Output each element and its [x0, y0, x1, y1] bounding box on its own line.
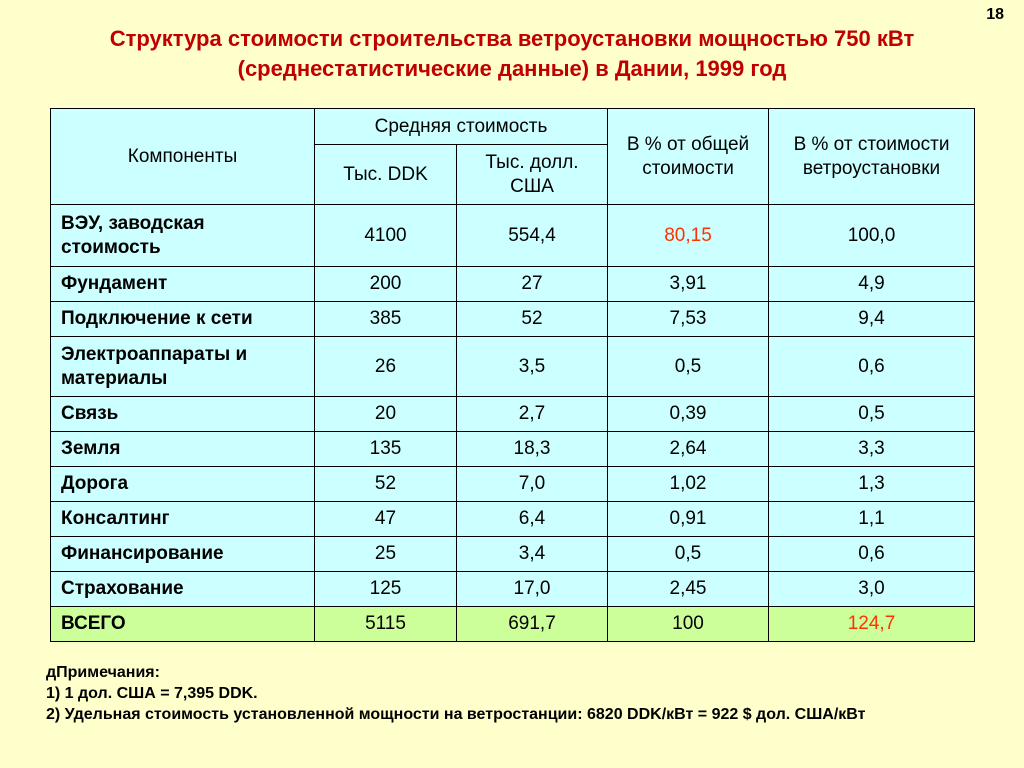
row-pct-turbine: 100,0: [768, 204, 975, 267]
row-pct-total: 1,02: [607, 466, 769, 502]
row-pct-total: 0,5: [607, 536, 769, 572]
row-pct-turbine: 3,0: [768, 571, 975, 607]
row-pct-turbine: 1,1: [768, 501, 975, 537]
row-ddk: 26: [314, 336, 457, 397]
total-row: ВСЕГО 5115 691,7 100 124,7: [50, 606, 975, 642]
row-usd: 2,7: [456, 396, 608, 432]
row-pct-turbine: 3,3: [768, 431, 975, 467]
row-pct-total: 0,5: [607, 336, 769, 397]
total-name: ВСЕГО: [50, 606, 315, 642]
row-pct-turbine: 4,9: [768, 266, 975, 302]
header-avg-cost: Средняя стоимость: [314, 108, 608, 145]
table-row: ВЭУ, заводская стоимость 4100 554,4 80,1…: [50, 204, 975, 267]
row-ddk: 25: [314, 536, 457, 572]
total-pct-turbine: 124,7: [768, 606, 975, 642]
row-pct-total: 0,39: [607, 396, 769, 432]
row-name: ВЭУ, заводская стоимость: [50, 204, 315, 267]
row-pct-turbine: 9,4: [768, 301, 975, 337]
header-pct-turbine: В % от стоимости ветроустановки: [768, 108, 975, 205]
total-ddk: 5115: [314, 606, 457, 642]
note-1: 1) 1 дол. США = 7,395 DDK.: [46, 685, 258, 702]
row-pct-total: 0,91: [607, 501, 769, 537]
row-pct-turbine: 1,3: [768, 466, 975, 502]
row-name: Земля: [50, 431, 315, 467]
row-pct-total: 3,91: [607, 266, 769, 302]
note-2: 2) Удельная стоимость установленной мощн…: [46, 706, 866, 723]
row-name: Электроаппараты и материалы: [50, 336, 315, 397]
table-row: Страхование 125 17,0 2,45 3,0: [50, 571, 975, 607]
row-pct-total: 80,15: [607, 204, 769, 267]
row-ddk: 47: [314, 501, 457, 537]
table-row: Фундамент 200 27 3,91 4,9: [50, 266, 975, 302]
total-usd: 691,7: [456, 606, 608, 642]
row-name: Дорога: [50, 466, 315, 502]
row-pct-turbine: 0,6: [768, 336, 975, 397]
row-usd: 554,4: [456, 204, 608, 267]
row-usd: 52: [456, 301, 608, 337]
row-ddk: 52: [314, 466, 457, 502]
table-row: Земля 135 18,3 2,64 3,3: [50, 431, 975, 467]
table-row: Консалтинг 47 6,4 0,91 1,1: [50, 501, 975, 537]
row-name: Связь: [50, 396, 315, 432]
row-usd: 3,5: [456, 336, 608, 397]
row-usd: 3,4: [456, 536, 608, 572]
row-pct-turbine: 0,5: [768, 396, 975, 432]
header-pct-total: В % от общей стоимости: [607, 108, 769, 205]
row-name: Страхование: [50, 571, 315, 607]
table-row: Связь 20 2,7 0,39 0,5: [50, 396, 975, 432]
header-components: Компоненты: [50, 108, 315, 205]
row-ddk: 200: [314, 266, 457, 302]
slide-title-line-2: (среднестатистические данные) в Дании, 1…: [237, 56, 787, 81]
row-pct-turbine: 0,6: [768, 536, 975, 572]
total-pct-total: 100: [607, 606, 769, 642]
row-name: Финансирование: [50, 536, 315, 572]
row-usd: 18,3: [456, 431, 608, 467]
row-name: Фундамент: [50, 266, 315, 302]
header-ddk: Тыс. DDK: [314, 144, 457, 205]
table-row: Финансирование 25 3,4 0,5 0,6: [50, 536, 975, 572]
row-name: Подключение к сети: [50, 301, 315, 337]
row-ddk: 4100: [314, 204, 457, 267]
slide-title: Структура стоимости строительства ветроу…: [0, 24, 1024, 84]
row-ddk: 125: [314, 571, 457, 607]
notes-heading: дПримечания:: [46, 664, 160, 681]
slide-title-line-1: Структура стоимости строительства ветроу…: [109, 26, 915, 51]
row-pct-total: 2,45: [607, 571, 769, 607]
header-usd: Тыс. долл. США: [456, 144, 608, 205]
row-pct-total: 7,53: [607, 301, 769, 337]
cost-structure-table: Компоненты Средняя стоимость В % от обще…: [50, 108, 975, 642]
row-usd: 27: [456, 266, 608, 302]
row-usd: 7,0: [456, 466, 608, 502]
row-ddk: 135: [314, 431, 457, 467]
table-row: Электроаппараты и материалы 26 3,5 0,5 0…: [50, 336, 975, 397]
row-usd: 6,4: [456, 501, 608, 537]
row-usd: 17,0: [456, 571, 608, 607]
row-ddk: 385: [314, 301, 457, 337]
page-number: 18: [986, 6, 1004, 23]
table-row: Подключение к сети 385 52 7,53 9,4: [50, 301, 975, 337]
row-ddk: 20: [314, 396, 457, 432]
table-row: Дорога 52 7,0 1,02 1,3: [50, 466, 975, 502]
row-pct-total: 2,64: [607, 431, 769, 467]
row-name: Консалтинг: [50, 501, 315, 537]
notes: дПримечания: 1) 1 дол. США = 7,395 DDK. …: [46, 662, 946, 725]
